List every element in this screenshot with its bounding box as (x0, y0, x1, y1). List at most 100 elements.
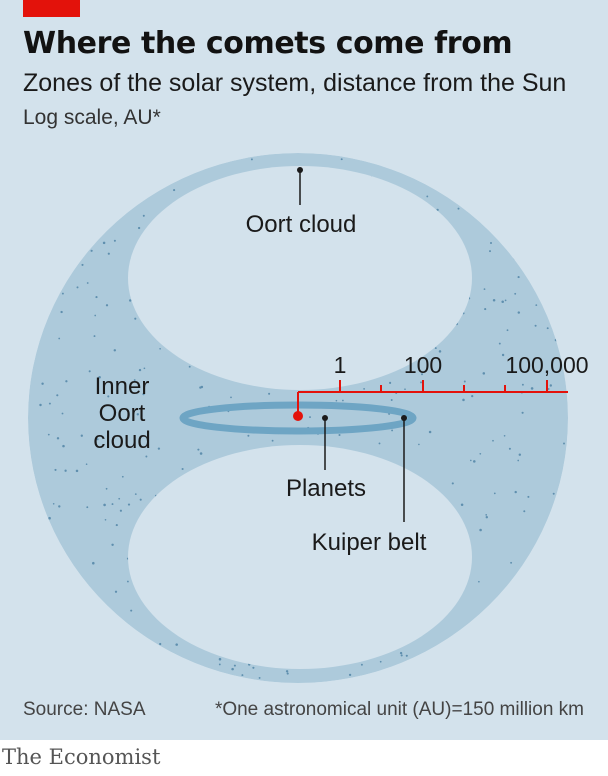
cloud-particle (157, 666, 160, 669)
cloud-particle (149, 667, 152, 670)
cloud-particle (400, 654, 403, 657)
cloud-particle (359, 206, 362, 209)
cloud-particle (93, 335, 96, 338)
cloud-particle (450, 304, 453, 307)
cloud-particle (130, 609, 133, 612)
cloud-particle (403, 289, 406, 292)
cloud-particle (141, 512, 145, 516)
cloud-particle (466, 188, 469, 191)
cloud-particle (180, 295, 183, 298)
cloud-particle (356, 515, 359, 518)
cloud-particle (521, 411, 524, 414)
cloud-particle (278, 330, 281, 332)
cloud-particle (362, 604, 365, 607)
cloud-particle (416, 300, 420, 304)
cloud-particle (205, 200, 208, 203)
cloud-particle (184, 659, 188, 663)
cloud-particle (199, 452, 203, 455)
unit-note: Log scale, AU* (23, 106, 161, 129)
cloud-particle (86, 282, 89, 284)
cloud-particle (223, 460, 226, 463)
cloud-particle (67, 605, 70, 609)
cloud-particle (276, 526, 279, 529)
cloud-particle (531, 613, 534, 616)
cloud-particle (29, 378, 31, 380)
cloud-particle (286, 672, 289, 675)
cloud-particle (114, 590, 118, 593)
cloud-particle (247, 434, 250, 437)
cloud-particle (333, 219, 336, 223)
cloud-particle (383, 297, 386, 300)
cloud-particle (535, 304, 538, 306)
cloud-particle (206, 337, 209, 340)
cloud-particle (562, 625, 565, 629)
cloud-particle (31, 284, 35, 288)
cloud-particle (86, 506, 89, 509)
cloud-particle (173, 189, 176, 192)
kuiper-belt-callout: Kuiper belt (312, 415, 427, 556)
cloud-particle (260, 505, 263, 508)
cloud-particle (315, 481, 319, 484)
cloud-particle (78, 219, 81, 222)
cloud-particle (379, 243, 382, 246)
cloud-particle (338, 647, 341, 651)
cloud-particle (508, 157, 511, 160)
cloud-particle (353, 254, 356, 257)
cloud-particle (121, 475, 124, 478)
cloud-particle (40, 245, 43, 248)
cloud-particle (188, 482, 192, 485)
cloud-particle (271, 439, 274, 442)
cloud-particle (318, 526, 322, 529)
cloud-particle (324, 470, 327, 473)
cloud-particle (175, 259, 177, 262)
cloud-particle (193, 256, 197, 259)
cloud-particle (338, 433, 341, 437)
cloud-particle (456, 590, 458, 592)
cloud-particle (457, 207, 460, 210)
cloud-particle (285, 314, 288, 317)
cloud-particle (251, 519, 254, 522)
cloud-particles (26, 152, 571, 685)
cloud-particle (293, 656, 296, 659)
cloud-particle (115, 524, 118, 527)
cloud-particle (111, 543, 114, 547)
cloud-particle (554, 338, 558, 342)
cloud-particle (221, 501, 225, 504)
cloud-particle (370, 175, 373, 179)
cloud-particle (404, 388, 406, 391)
cloud-particle (525, 616, 528, 619)
cloud-particle (567, 547, 571, 550)
cloud-particle (411, 680, 414, 683)
cloud-particle (238, 237, 241, 240)
cloud-particle (331, 327, 334, 330)
cloud-particle (510, 227, 513, 231)
inner-oort-label-line2: Oort (99, 400, 146, 427)
cloud-particle (378, 442, 381, 445)
cloud-particle (176, 248, 179, 251)
cloud-particle (498, 342, 501, 345)
chart-card: Where the comets come from Zones of the … (0, 0, 608, 740)
cloud-particle (177, 296, 180, 299)
cloud-particle (479, 452, 482, 455)
cloud-particle (434, 293, 437, 296)
cloud-particle (439, 657, 442, 661)
cloud-particle (553, 173, 557, 177)
cloud-particle (153, 512, 156, 516)
cloud-particle (514, 292, 517, 295)
cloud-particle (478, 580, 480, 583)
cloud-particle (567, 198, 570, 201)
cloud-particle (63, 609, 66, 613)
cloud-particle (328, 530, 331, 533)
cloud-particle (113, 349, 117, 352)
cloud-particle (367, 340, 370, 343)
cloud-particle (160, 583, 163, 587)
cloud-particle (193, 572, 196, 575)
cloud-particle (130, 258, 133, 261)
cloud-particle (108, 608, 111, 611)
cloud-particle (90, 654, 93, 657)
cloud-particle (197, 616, 200, 619)
cloud-particle (344, 306, 348, 309)
cloud-particle (138, 368, 142, 372)
cloud-particle (417, 540, 420, 543)
footnote: *One astronomical unit (AU)=150 million … (214, 699, 584, 720)
